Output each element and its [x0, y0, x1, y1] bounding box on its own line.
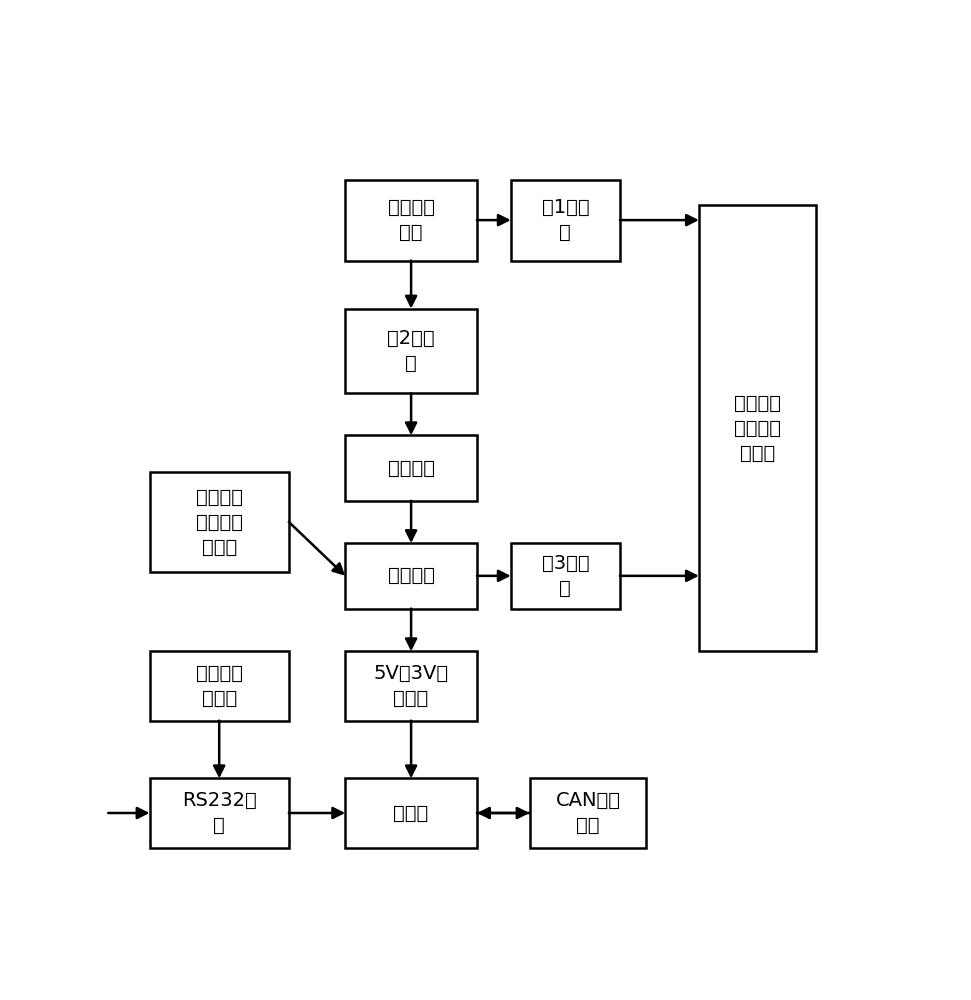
Text: 第2继电
器: 第2继电 器 — [387, 329, 435, 373]
Text: 第1继电
器: 第1继电 器 — [542, 198, 589, 242]
Bar — [346, 651, 477, 721]
Bar — [346, 435, 477, 501]
Text: 单片机: 单片机 — [393, 804, 429, 822]
Bar — [699, 205, 816, 651]
Text: 第3继电
器: 第3继电 器 — [542, 554, 589, 598]
Text: 备用电池
电量检测
传感器: 备用电池 电量检测 传感器 — [196, 487, 243, 556]
Text: RS232电
路: RS232电 路 — [182, 791, 256, 835]
Text: 5V变3V电
源电路: 5V变3V电 源电路 — [374, 664, 449, 708]
Text: 备用电池: 备用电池 — [387, 566, 435, 585]
Bar — [346, 543, 477, 609]
Text: 市电电流
互感器: 市电电流 互感器 — [196, 664, 243, 708]
Text: 消防应急
灯具的供
电接口: 消防应急 灯具的供 电接口 — [734, 393, 781, 462]
Bar — [150, 651, 288, 721]
Bar — [150, 472, 288, 572]
Bar — [346, 180, 477, 261]
Bar — [346, 778, 477, 848]
Bar — [529, 778, 647, 848]
Text: 充电电路: 充电电路 — [387, 459, 435, 478]
Text: 市电供电
接口: 市电供电 接口 — [387, 198, 435, 242]
Bar — [511, 180, 619, 261]
Bar — [346, 309, 477, 393]
Bar — [150, 778, 288, 848]
Text: CAN通讯
电路: CAN通讯 电路 — [555, 791, 620, 835]
Bar — [511, 543, 619, 609]
